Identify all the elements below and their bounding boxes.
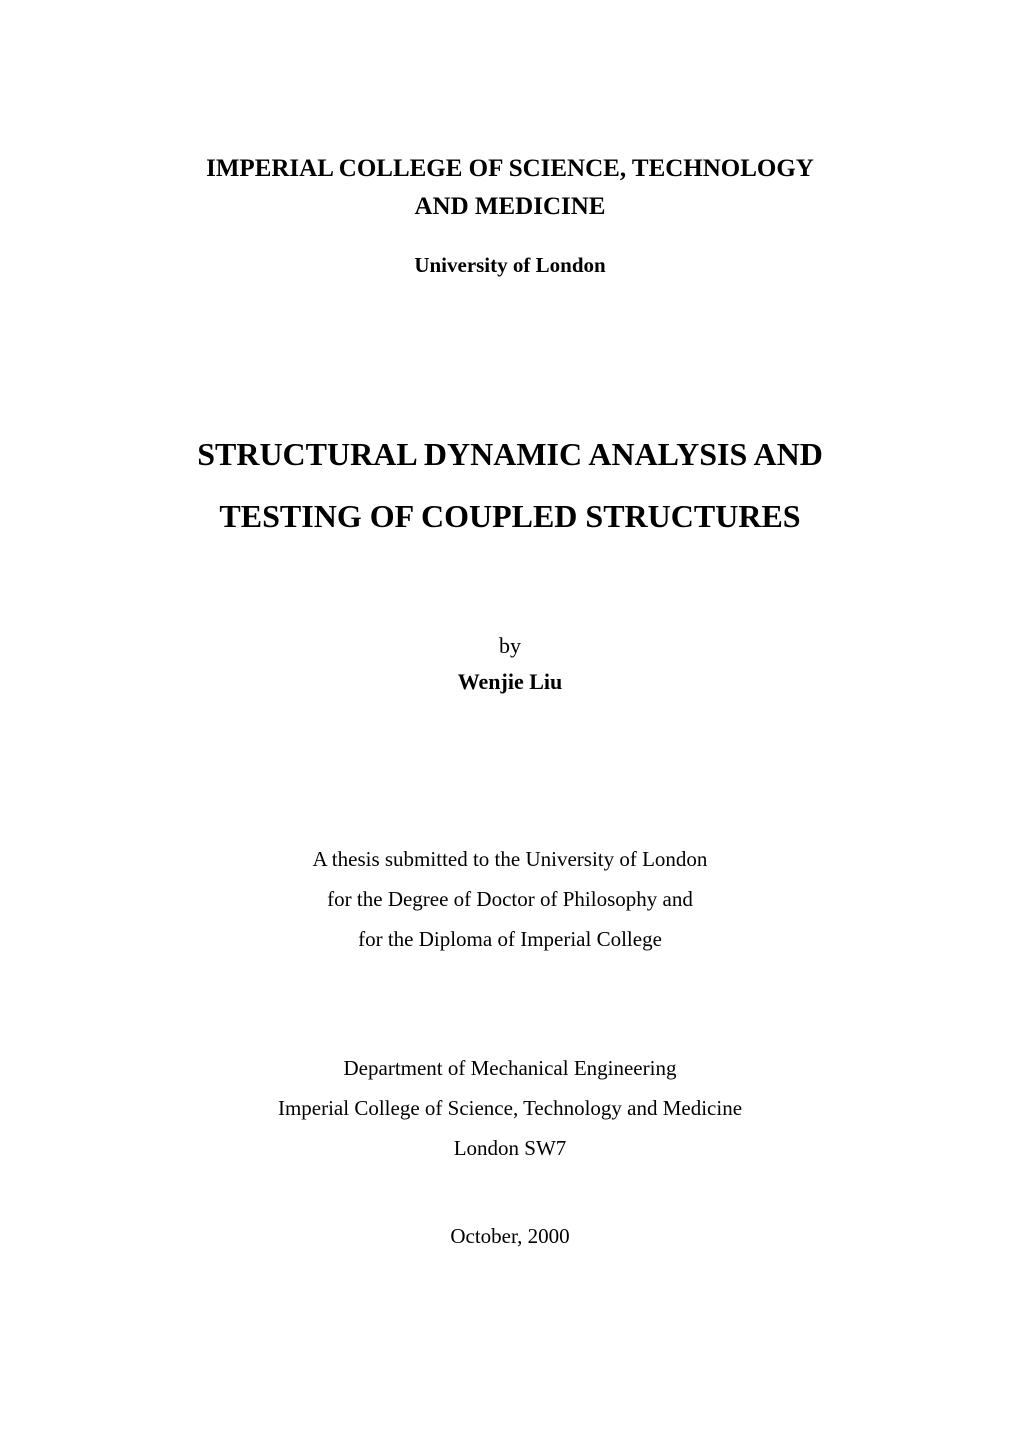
department-line-3: London SW7 [454,1136,567,1160]
department-address: Department of Mechanical Engineering Imp… [150,1049,870,1169]
byline-by: by [150,633,870,659]
title-line-2: TESTING OF COUPLED STRUCTURES [219,498,800,534]
title-line-1: STRUCTURAL DYNAMIC ANALYSIS AND [197,436,823,472]
submission-line-1: A thesis submitted to the University of … [313,847,708,871]
thesis-title: STRUCTURAL DYNAMIC ANALYSIS AND TESTING … [150,423,870,548]
institution-line-2: AND MEDICINE [415,193,606,220]
thesis-date: October, 2000 [150,1224,870,1249]
title-page: IMPERIAL COLLEGE OF SCIENCE, TECHNOLOGY … [0,0,1020,1443]
submission-statement: A thesis submitted to the University of … [150,840,870,960]
university-name: University of London [150,253,870,278]
institution-name: IMPERIAL COLLEGE OF SCIENCE, TECHNOLOGY … [150,150,870,225]
department-line-1: Department of Mechanical Engineering [344,1056,677,1080]
submission-line-2: for the Degree of Doctor of Philosophy a… [327,887,693,911]
department-line-2: Imperial College of Science, Technology … [278,1096,742,1120]
institution-line-1: IMPERIAL COLLEGE OF SCIENCE, TECHNOLOGY [206,155,814,182]
submission-line-3: for the Diploma of Imperial College [358,927,662,951]
author-name: Wenjie Liu [150,669,870,695]
